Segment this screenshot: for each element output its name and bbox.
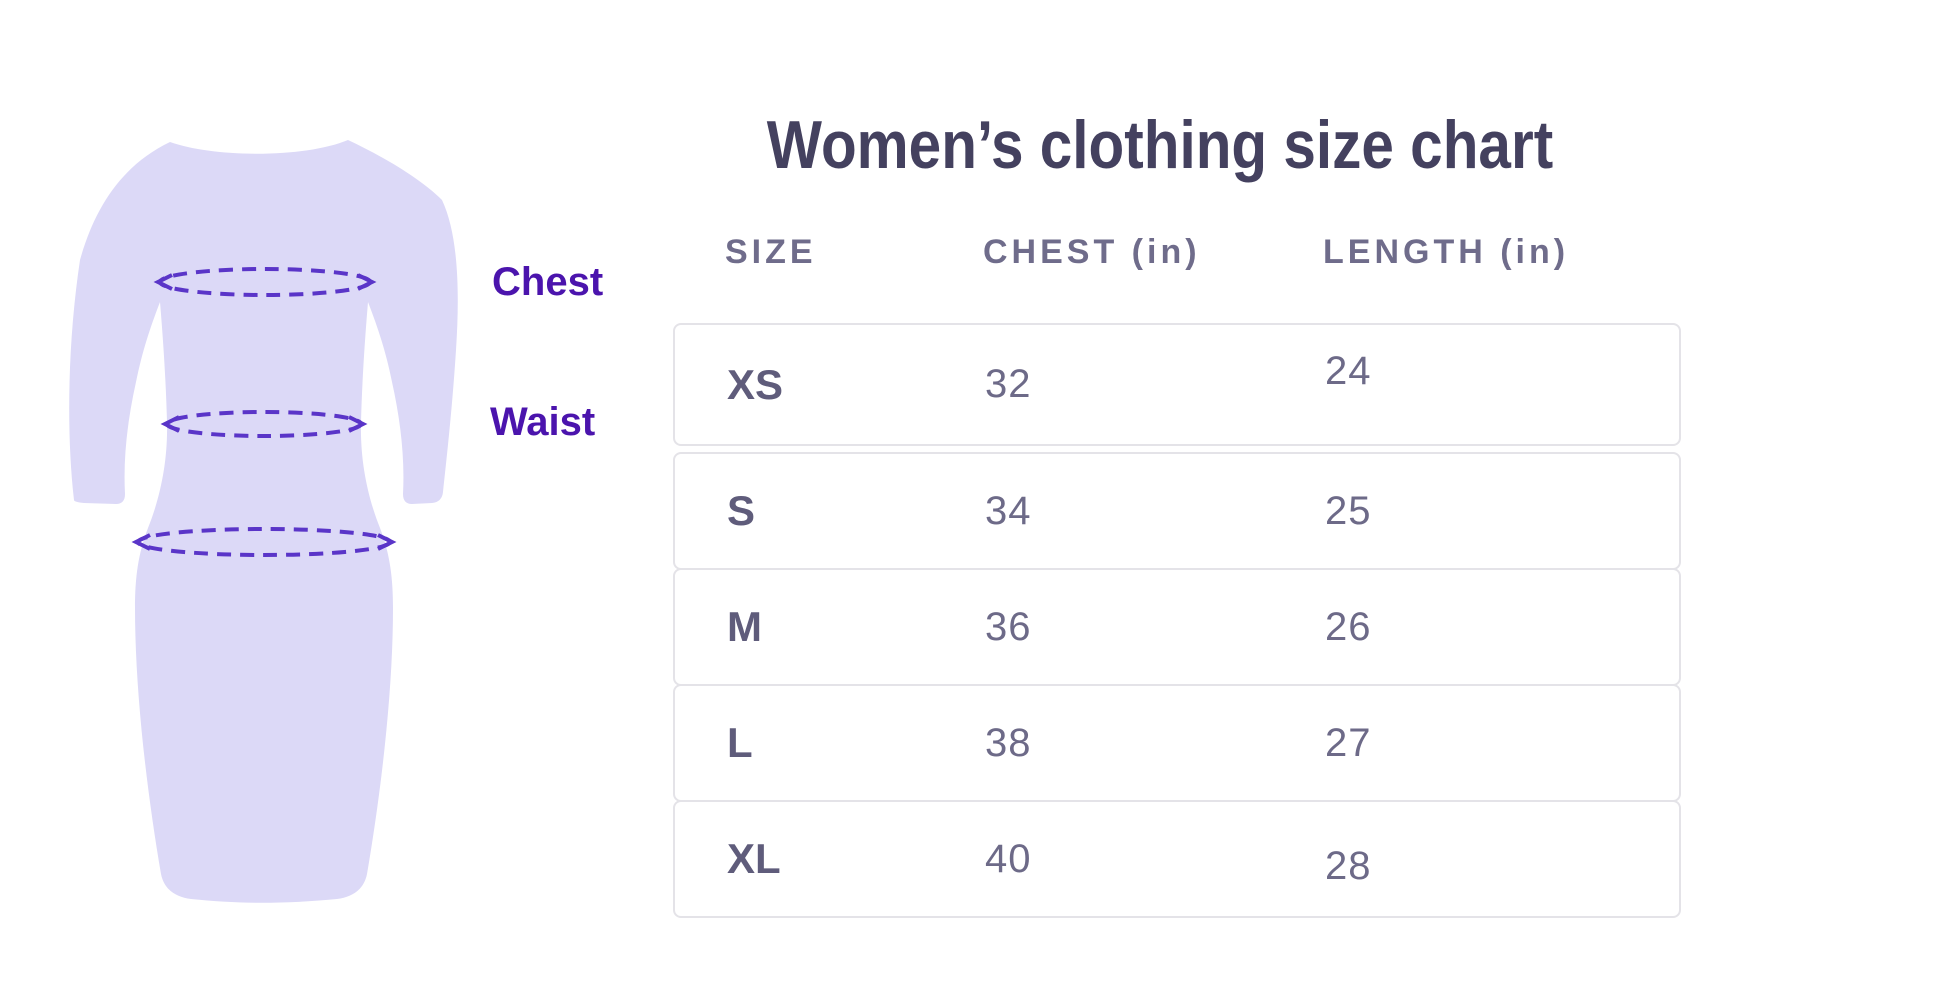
size-cell: XS <box>727 360 784 408</box>
chest-label: Chest <box>492 260 604 304</box>
size-cell: L <box>727 719 753 766</box>
column-header-chest: CHEST (in) <box>983 232 1201 271</box>
table-row: M 36 26 <box>673 568 1681 686</box>
chest-cell: 36 <box>985 604 1032 649</box>
length-cell: 24 <box>1325 349 1372 393</box>
waist-measure-arrow-right <box>348 415 368 433</box>
column-header-length: LENGTH (in) <box>1323 232 1570 271</box>
chest-measure-arrow-right <box>357 273 377 291</box>
size-cell: S <box>727 487 756 534</box>
column-header-size: SIZE <box>725 232 817 271</box>
chest-cell: 32 <box>985 362 1032 406</box>
chest-cell: 38 <box>985 720 1032 765</box>
table-header-row: SIZE CHEST (in) LENGTH (in) <box>673 226 1681 278</box>
size-cell: XL <box>727 835 781 882</box>
size-table: XS 32 24 S 34 25 M 36 26 L 38 27 XL 40 2… <box>673 323 1681 918</box>
chest-cell: 40 <box>985 836 1032 881</box>
hip-measure-arrow-left <box>131 533 151 551</box>
page-title: Women’s clothing size chart <box>766 107 1554 183</box>
table-row: L 38 27 <box>673 684 1681 802</box>
waist-measure-arrow-left <box>160 415 180 433</box>
hip-measure-arrow-right <box>377 533 397 551</box>
length-cell: 26 <box>1325 604 1372 649</box>
table-row: XL 40 28 <box>673 800 1681 918</box>
length-cell: 28 <box>1325 843 1372 888</box>
table-row: XS 32 24 <box>673 323 1681 446</box>
dress-silhouette <box>69 140 458 903</box>
size-cell: M <box>727 603 762 650</box>
waist-label: Waist <box>490 400 596 444</box>
chest-cell: 34 <box>985 488 1032 533</box>
dress-illustration <box>69 140 458 903</box>
length-cell: 27 <box>1325 720 1372 765</box>
length-cell: 25 <box>1325 488 1372 533</box>
chest-measure-arrow-left <box>153 273 173 291</box>
table-row: S 34 25 <box>673 452 1681 570</box>
